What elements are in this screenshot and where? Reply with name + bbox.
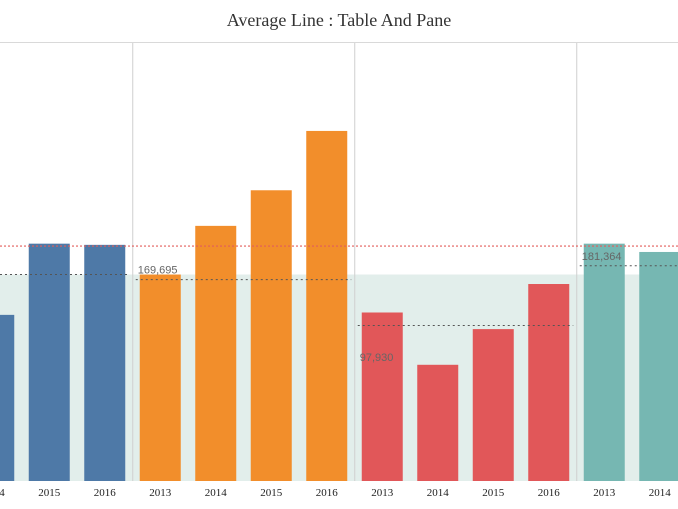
x-tick-label: 2016 [538,487,561,499]
x-tick-label: 2016 [316,487,339,499]
pane-average-label: 97,930 [360,352,394,364]
x-tick-label: 2014 [205,487,228,499]
x-tick-label: 2013 [593,487,616,499]
x-tick-label: 2015 [38,487,61,499]
x-tick-label: 2015 [260,487,283,499]
x-tick-label: 2014 [427,487,450,499]
bar [361,312,403,481]
x-tick-label: 2014 [649,487,672,499]
x-tick-label: 2016 [94,487,117,499]
bar [195,225,237,481]
bar [528,284,570,481]
x-tick-label: 2015 [482,487,505,499]
x-tick-label: 2013 [149,487,172,499]
title-divider [0,42,678,43]
bar [306,130,348,481]
bar [0,314,15,481]
bar [250,190,292,481]
x-tick-label: 2014 [0,487,5,499]
chart-title: Average Line : Table And Pane [226,10,452,30]
pane-average-label: 169,695 [138,265,178,277]
bar [472,329,514,481]
bar [139,274,181,481]
x-tick-label: 2013 [371,487,394,499]
bar [84,244,126,481]
pane-average-label: 181,364 [582,251,622,263]
bar [28,243,70,481]
bar [639,251,678,481]
bar [417,364,459,481]
bar [583,243,625,481]
